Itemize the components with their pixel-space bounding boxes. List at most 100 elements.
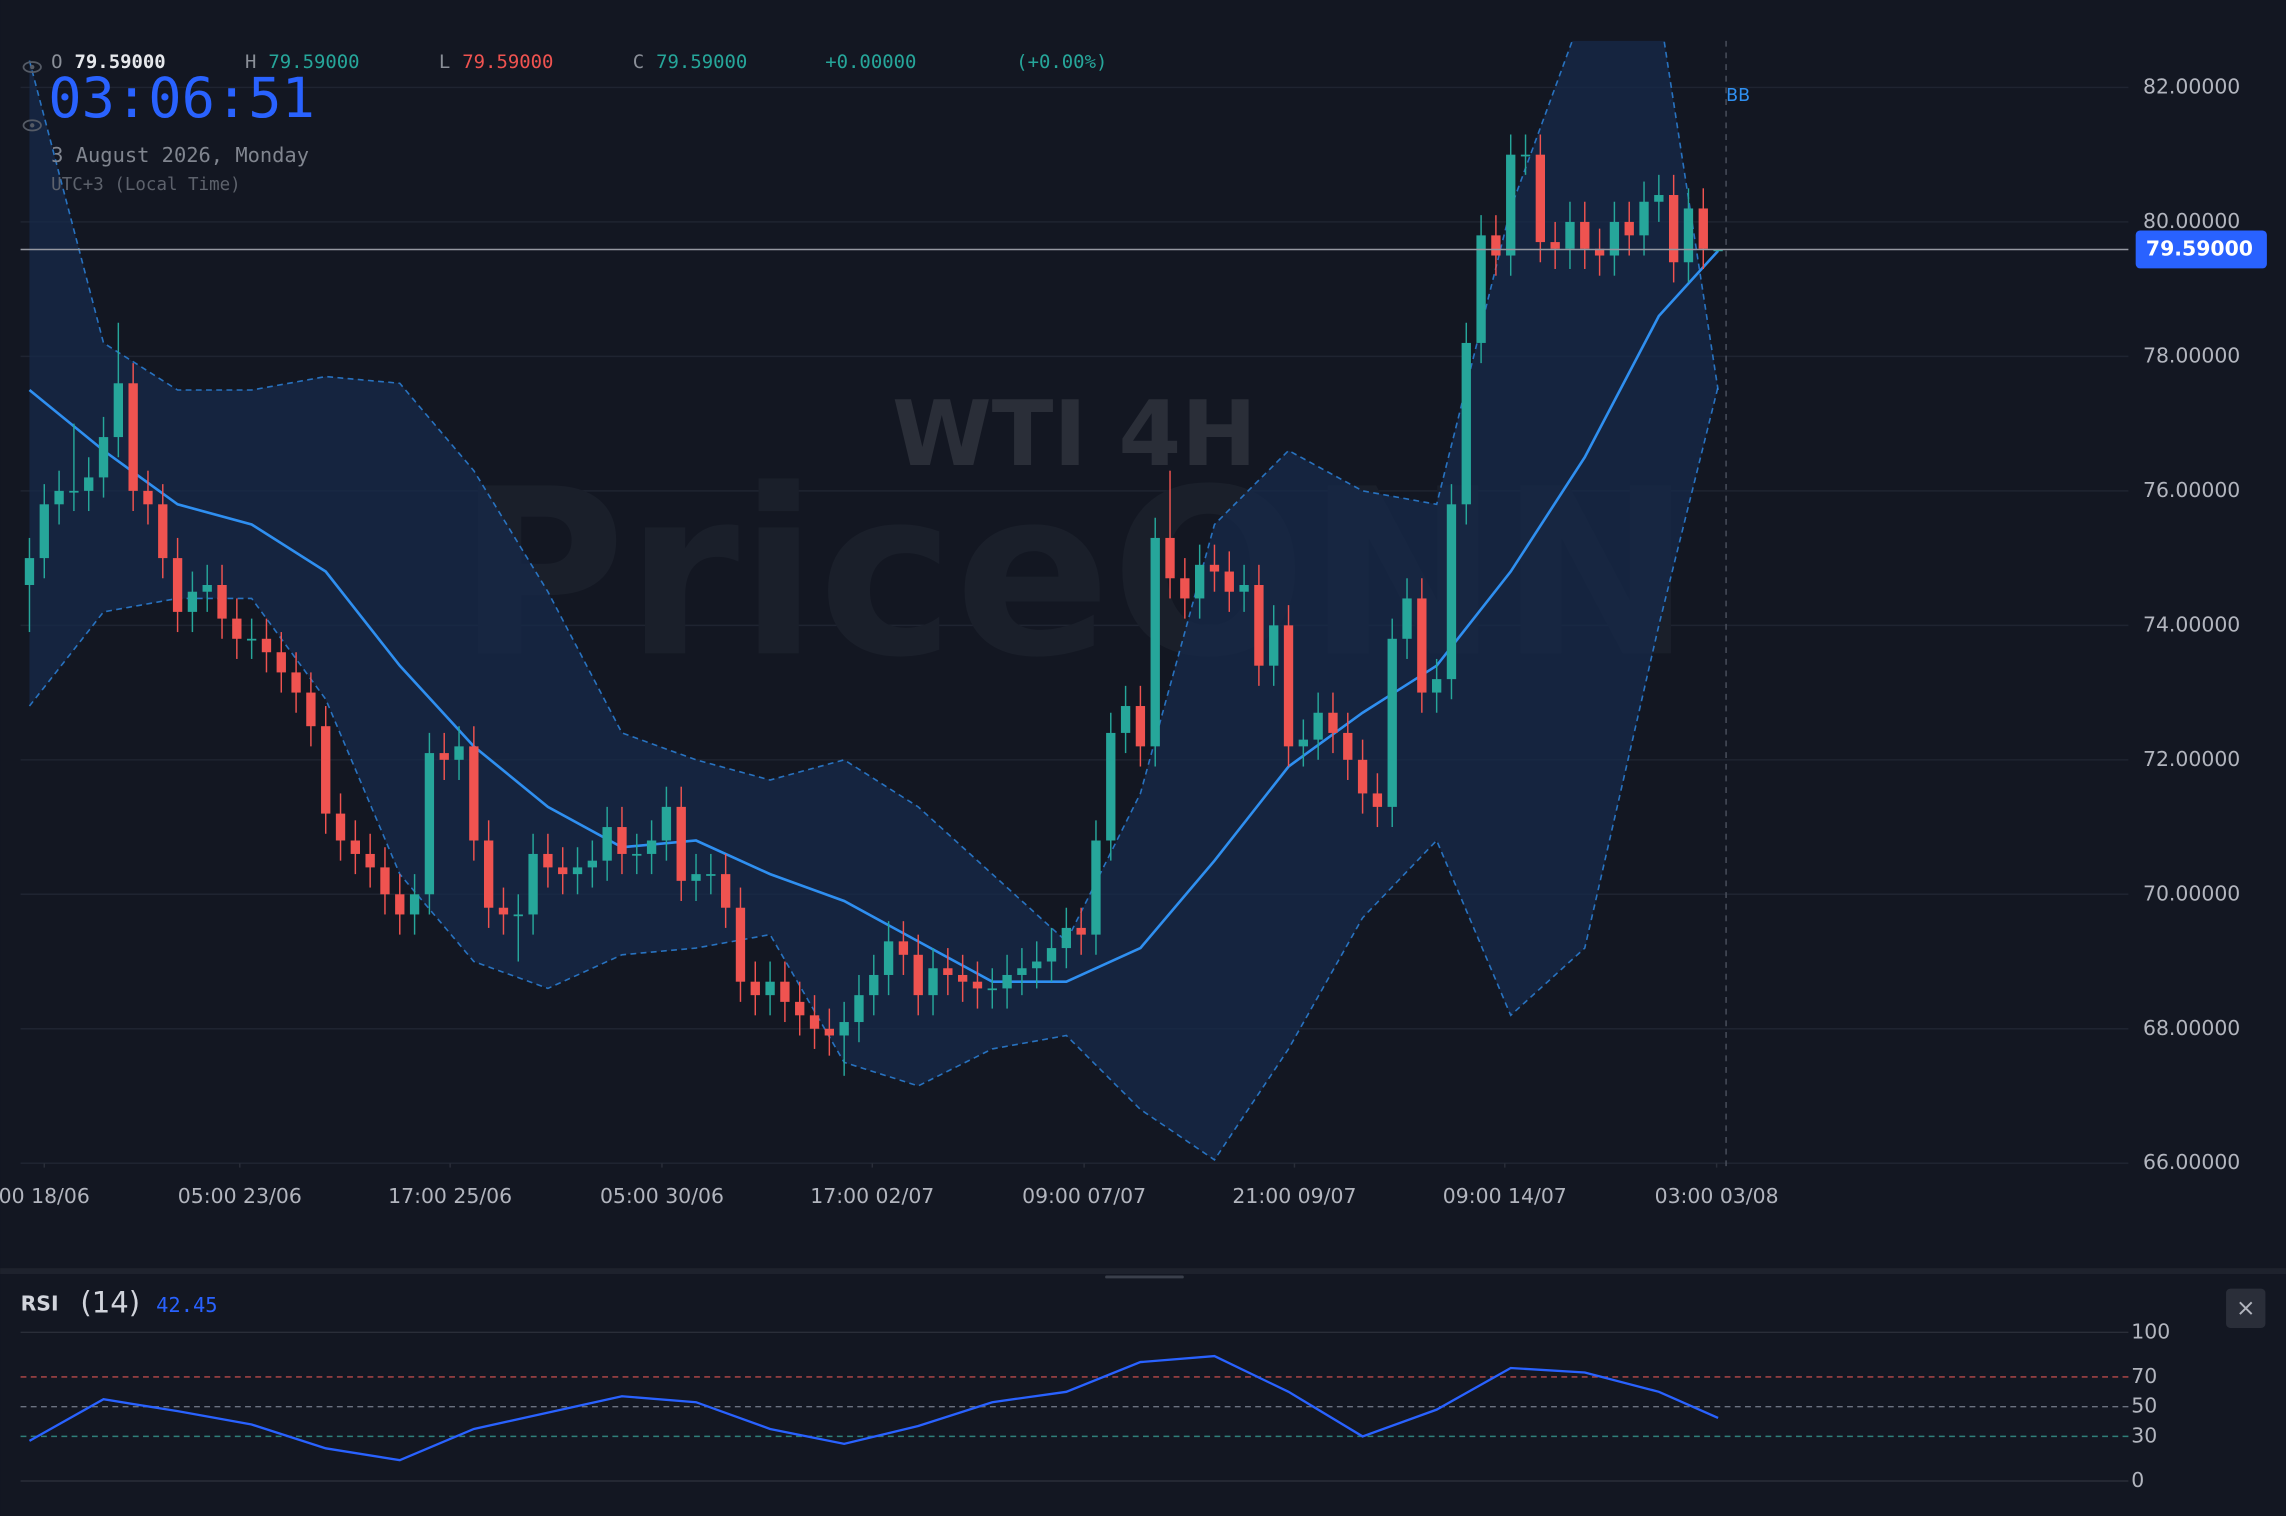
candle-body	[365, 853, 375, 868]
candle-body	[409, 894, 420, 915]
candle-body	[1180, 578, 1190, 599]
x-tick-label: 17:00 02/07	[810, 1184, 934, 1208]
candle-body	[1639, 201, 1649, 236]
candle-body	[39, 504, 49, 559]
candle-body	[928, 968, 938, 996]
candle-body	[246, 638, 257, 641]
y-tick-label: 50	[2131, 1394, 2157, 1418]
x-tick-label: 09:00 07/07	[1022, 1184, 1146, 1208]
candle-body	[1002, 974, 1012, 989]
timezone: UTC+3 (Local Time)	[51, 175, 240, 195]
candle-body	[1446, 504, 1457, 680]
candle-body	[128, 383, 138, 491]
candle-body	[1461, 342, 1471, 505]
candle-body	[1224, 571, 1234, 592]
candle-body	[261, 638, 272, 653]
candle-body	[1624, 221, 1634, 236]
candle-body	[1565, 221, 1575, 249]
candle-body	[469, 746, 479, 841]
candle-body	[1520, 154, 1531, 157]
candle-body	[513, 914, 523, 917]
resize-handle[interactable]	[1105, 1275, 1184, 1279]
candle-body	[424, 753, 435, 895]
y-tick-label: 76.00000	[2143, 478, 2240, 502]
rsi-params: (14)	[80, 1286, 140, 1320]
candle-body	[839, 1022, 849, 1036]
x-tick-label: 03:00 03/08	[1655, 1184, 1779, 1208]
bb-upper	[28, 40, 1719, 943]
candle-body	[617, 827, 627, 854]
candle-body	[735, 907, 746, 982]
candle-body	[1032, 961, 1042, 969]
y-tick-label: 78.00000	[2143, 343, 2240, 367]
ohlc-label: O	[51, 51, 62, 73]
candle-body	[1091, 840, 1101, 935]
candle-body	[898, 941, 909, 955]
change: +0.00000	[825, 51, 916, 73]
y-tick-label: 82.00000	[2143, 74, 2240, 98]
candle-body	[306, 692, 316, 727]
y-tick-label: 100	[2131, 1319, 2170, 1343]
ohlc-label: C	[633, 51, 644, 73]
candle-body	[1165, 537, 1175, 579]
overlay: 66.00000 68.00000 70.00000 72.00000 74.00000…	[0, 74, 2267, 1208]
candle-body	[913, 954, 923, 996]
eye-icon[interactable]	[22, 61, 42, 74]
candle-body	[1491, 235, 1501, 256]
candle-body	[602, 827, 612, 861]
rsi-value: 42.45	[156, 1293, 217, 1317]
candle-body	[1328, 712, 1338, 733]
watermark-title: WTI 4H	[892, 382, 1257, 487]
close-button-label[interactable]: ×	[2236, 1295, 2256, 1322]
close-button-bg[interactable]	[2226, 1288, 2266, 1328]
x-tick-label: 05:00 23/06	[178, 1184, 302, 1208]
candle-body	[1506, 154, 1516, 256]
candle-body	[217, 584, 227, 619]
rsi-title: RSI	[21, 1292, 59, 1316]
clock: 03:06:51	[48, 67, 315, 131]
candle-body	[1535, 154, 1546, 243]
y-tick-label: 74.00000	[2143, 612, 2240, 636]
candle-body	[780, 981, 790, 1002]
candle-body	[1594, 248, 1605, 256]
ohlc-value: 79.59000	[462, 51, 553, 73]
close-button[interactable]: ×	[2226, 1288, 2266, 1328]
candle-body	[24, 558, 35, 585]
candle-body	[957, 974, 968, 982]
change-percent: (+0.00%)	[1016, 51, 1107, 73]
candle-body	[172, 558, 183, 612]
ohlc-value: 79.59000	[75, 51, 166, 73]
candle-body	[395, 894, 405, 915]
candle-body	[1046, 948, 1057, 962]
candle-body	[1061, 927, 1072, 949]
candle-body	[143, 490, 153, 505]
y-tick-label: 68.00000	[2143, 1016, 2240, 1040]
candle-body	[291, 672, 301, 693]
eye-icon[interactable]	[22, 119, 42, 132]
candle-body	[869, 974, 879, 996]
candle-body	[987, 988, 997, 991]
candle-body	[558, 867, 568, 875]
date: 3 August 2026, Monday	[51, 143, 309, 167]
y-tick-label: 70	[2131, 1364, 2157, 1388]
candle-body	[661, 806, 672, 841]
candle-body	[187, 591, 198, 612]
candle-body	[1372, 793, 1383, 807]
candle-body	[750, 981, 760, 996]
candle-body	[765, 981, 775, 996]
candle-body	[1580, 221, 1590, 249]
candle-body	[1654, 195, 1664, 202]
candle-body	[454, 746, 464, 760]
candle-body	[1120, 706, 1131, 733]
candle-body	[706, 874, 716, 876]
ohlc-label: H	[245, 51, 256, 73]
y-tick-label: 30	[2131, 1423, 2157, 1447]
candle-body	[646, 840, 657, 854]
rsi-line	[28, 1354, 1719, 1462]
candle-body	[1106, 732, 1116, 841]
bb-label: BB	[1726, 86, 1750, 106]
candle-body	[795, 1001, 805, 1016]
x-tick-label: 00 18/06	[0, 1184, 90, 1208]
candle-body	[943, 968, 953, 975]
